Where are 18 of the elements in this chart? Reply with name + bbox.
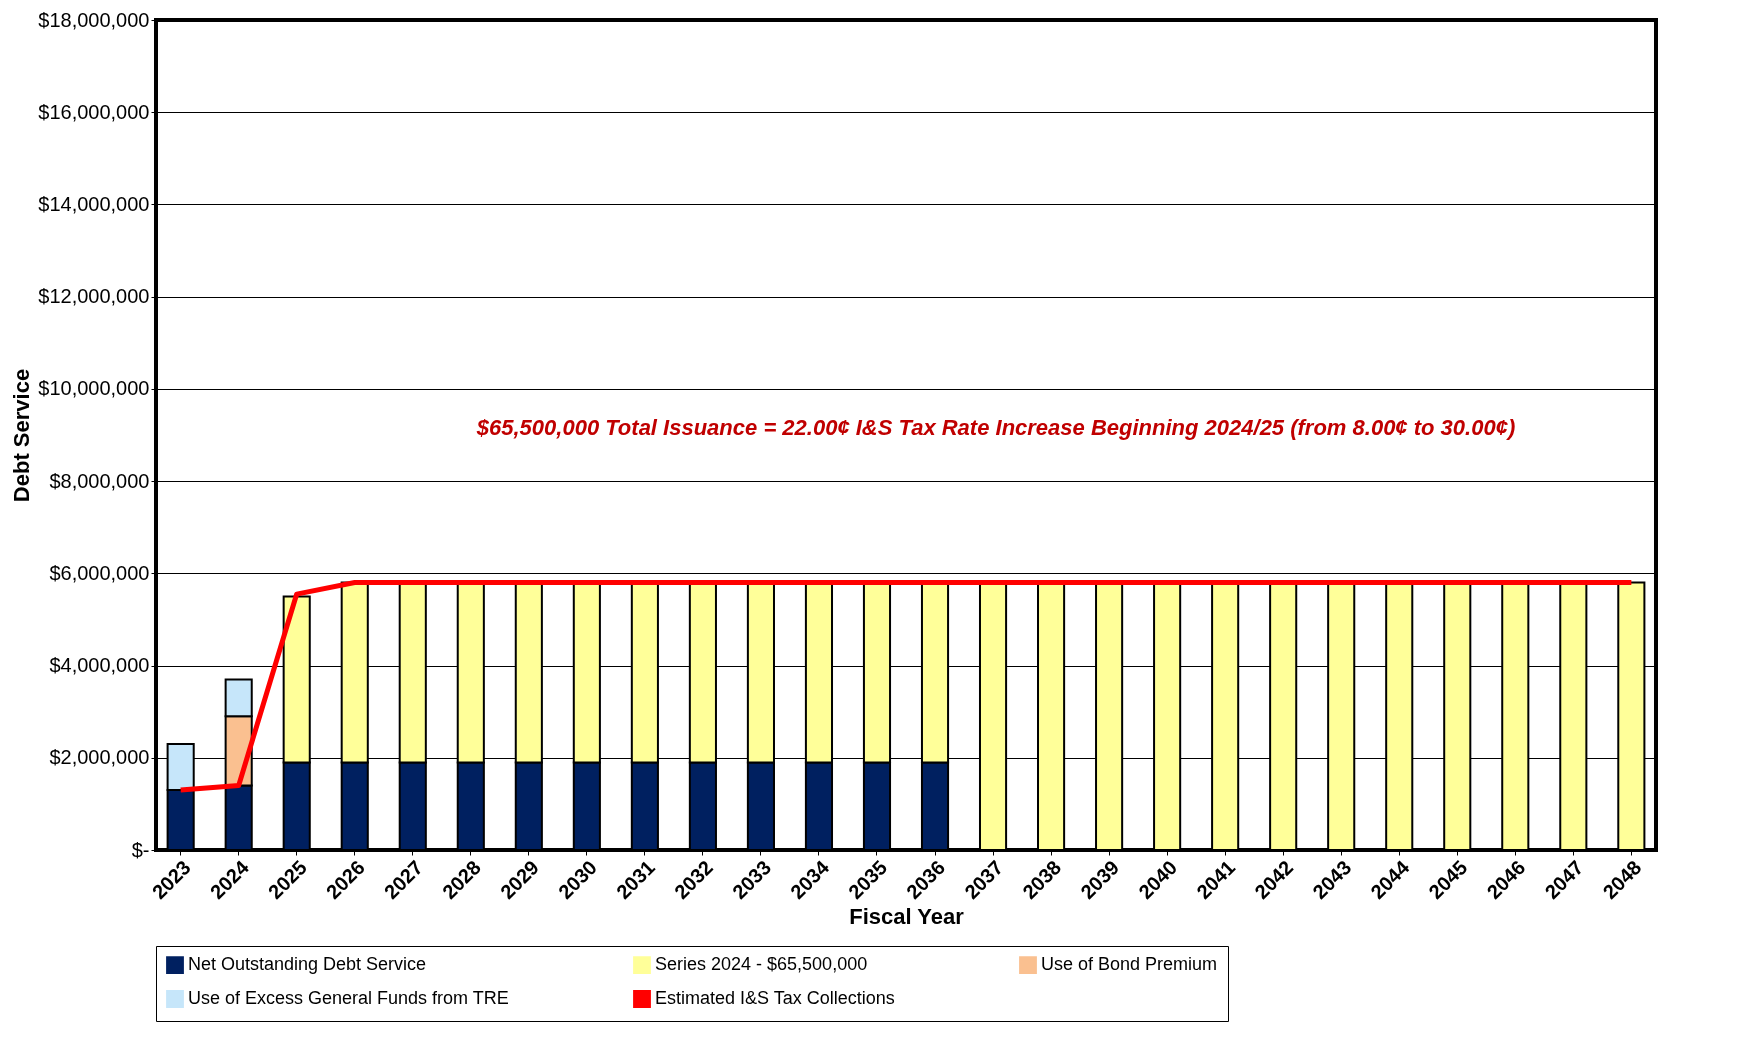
legend-label: Net Outstanding Debt Service: [188, 954, 427, 975]
legend-label: Use of Excess General Funds from TRE: [188, 988, 509, 1008]
y-tick-label: $16,000,000: [38, 100, 150, 123]
legend-label: Estimated I&S Tax Collections: [655, 988, 895, 1008]
y-tick-label: $4,000,000: [49, 654, 150, 677]
x-axis-title: Fiscal Year: [849, 904, 965, 930]
y-tick-label: $8,000,000: [49, 469, 150, 492]
y-tick-label: $18,000,000: [38, 8, 150, 31]
y-tick-label: $2,000,000: [49, 746, 150, 769]
y-tick-label: $-: [131, 838, 150, 861]
y-tick-label: $6,000,000: [49, 561, 150, 584]
y-axis-title: Debt Service: [9, 368, 35, 503]
y-tick-label: $12,000,000: [38, 285, 150, 308]
y-tick-label: $14,000,000: [38, 192, 150, 215]
annotation: $65,500,000 Total Issuance = 22.00¢ I&S Tax Rate Increase Beginning 2024/25 (from 8.00¢ to 30.00¢): [475, 415, 1516, 440]
y-tick-label: $10,000,000: [38, 377, 150, 400]
legend-label: Use of Bond Premium: [1041, 954, 1218, 975]
legend-label: Series 2024 - $65,500,000: [655, 954, 868, 975]
